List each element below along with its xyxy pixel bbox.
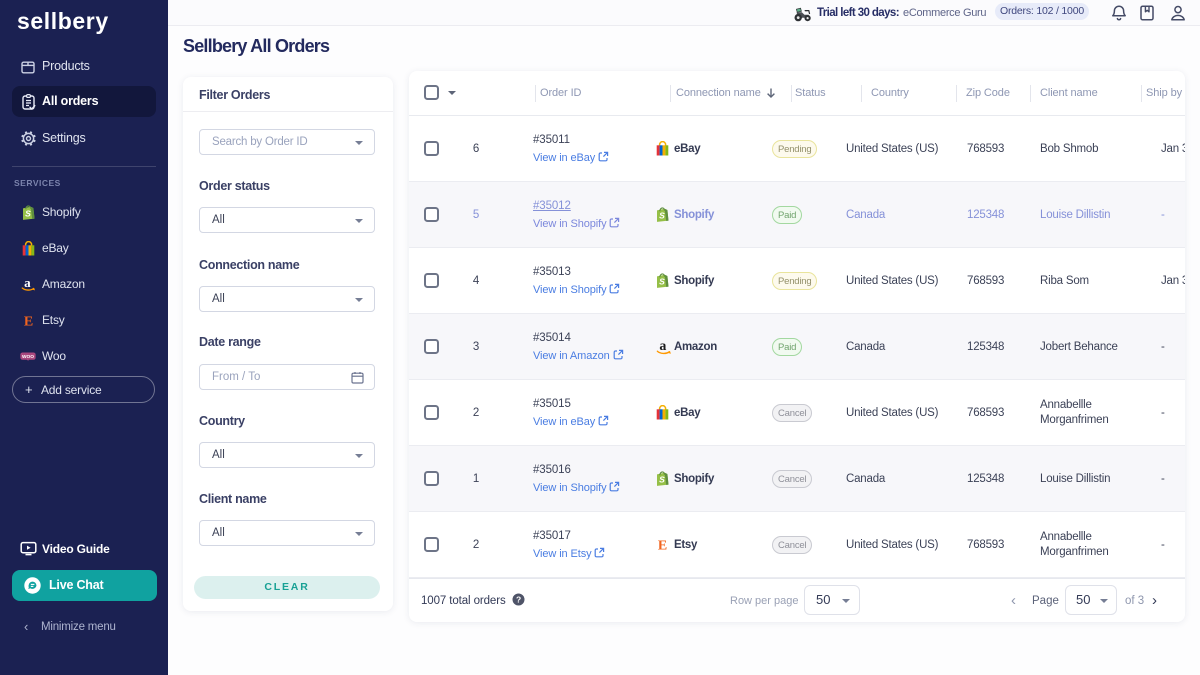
svg-text:S: S [659, 211, 665, 221]
svg-text:E: E [658, 538, 667, 552]
svg-text:WOO: WOO [22, 354, 34, 360]
svg-text:a: a [659, 339, 666, 354]
svg-text:?: ? [516, 594, 521, 604]
svg-text:E: E [23, 314, 32, 328]
svg-text:S: S [659, 277, 665, 287]
svg-text:a: a [24, 276, 31, 290]
svg-text:S: S [25, 208, 31, 218]
svg-text:S: S [659, 475, 665, 485]
